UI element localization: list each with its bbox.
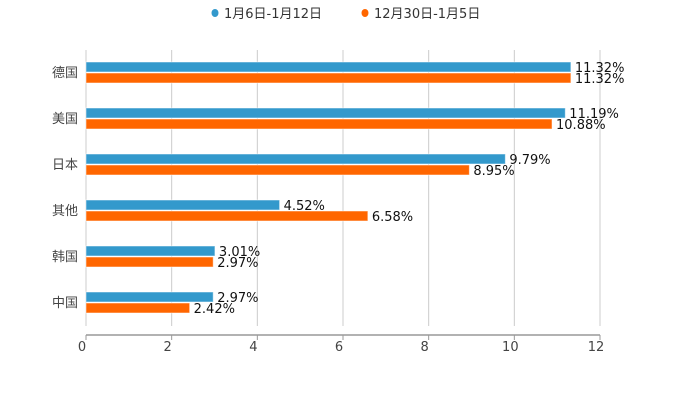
bar [85,61,572,73]
legend-marker [361,9,369,17]
data-label: 11.32% [575,61,625,76]
data-label: 11.19% [569,107,619,122]
data-label: 10.88% [556,118,606,133]
x-tick-label: 2 [164,340,172,355]
x-tick-label: 4 [249,340,257,355]
bar [85,118,553,130]
data-label: 6.58% [372,210,413,225]
data-label: 4.52% [284,199,325,214]
data-label: 2.97% [217,291,258,306]
category-label: 德国 [52,66,78,81]
legend-label: 1月6日-1月12日 [224,7,322,22]
bar [85,245,216,257]
category-label: 韩国 [52,250,78,265]
x-tick-label: 6 [335,340,343,355]
category-label: 其他 [52,204,78,219]
x-tick-label: 8 [421,340,429,355]
bar [85,256,214,268]
bar [85,72,572,84]
category-label: 中国 [52,296,78,311]
bar [85,210,369,222]
data-label: 3.01% [219,245,260,260]
bar [85,153,506,165]
x-tick-label: 10 [502,340,519,355]
bar [85,199,281,211]
bar [85,302,191,314]
category-label: 美国 [52,112,78,127]
category-label: 日本 [52,158,78,173]
data-label: 8.95% [473,164,514,179]
x-tick-label: 12 [588,340,605,355]
data-label: 11.32% [575,72,625,87]
bar [85,164,470,176]
bar [85,107,566,119]
data-label: 9.79% [509,153,550,168]
data-label: 2.42% [194,302,235,317]
legend-label: 12月30日-1月5日 [374,7,480,22]
x-tick-label: 0 [78,340,86,355]
legend-marker [211,9,219,17]
data-label: 2.97% [217,256,258,271]
bar [85,291,214,303]
